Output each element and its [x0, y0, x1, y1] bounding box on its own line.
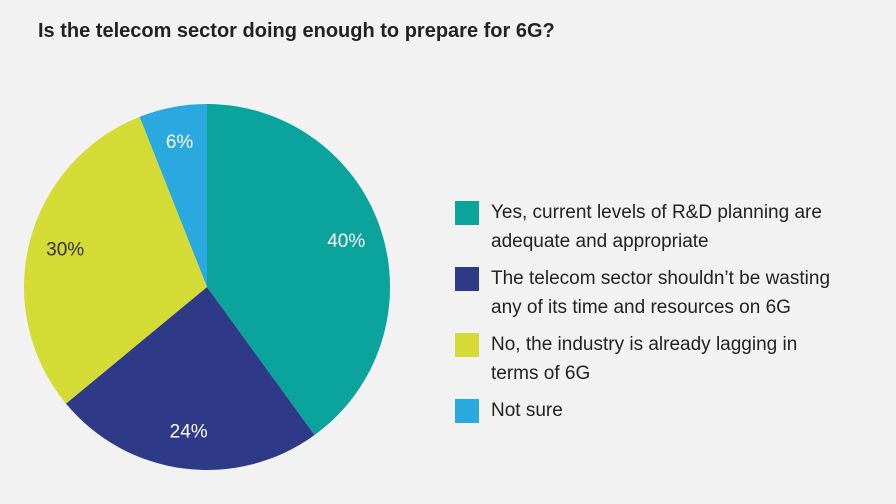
legend-swatch — [455, 201, 479, 225]
data-label: 30% — [46, 240, 84, 261]
legend-swatch — [455, 333, 479, 357]
chart-title: Is the telecom sector doing enough to pr… — [38, 20, 555, 42]
pie-slice — [65, 287, 315, 470]
pie-slice — [207, 104, 390, 436]
legend-item: No, the industry is already lagging in t… — [455, 330, 855, 388]
pie-slice — [139, 104, 207, 287]
legend-label: Not sure — [491, 400, 563, 421]
legend-swatch — [455, 399, 479, 423]
legend-item: Yes, current levels of R&D planning are … — [455, 198, 855, 256]
legend-label: The telecom sector shouldn’t be wasting … — [491, 268, 831, 318]
data-label: 40% — [327, 231, 365, 252]
data-label: 24% — [170, 421, 208, 442]
data-label: 6% — [166, 132, 194, 153]
legend-item: The telecom sector shouldn’t be wasting … — [455, 264, 855, 322]
legend-label: Yes, current levels of R&D planning are … — [491, 202, 822, 252]
legend-item: Not sure — [455, 396, 855, 425]
legend: Yes, current levels of R&D planning are … — [455, 198, 855, 433]
legend-label: No, the industry is already lagging in t… — [491, 334, 798, 384]
legend-swatch — [455, 267, 479, 291]
pie-slice — [23, 116, 207, 404]
